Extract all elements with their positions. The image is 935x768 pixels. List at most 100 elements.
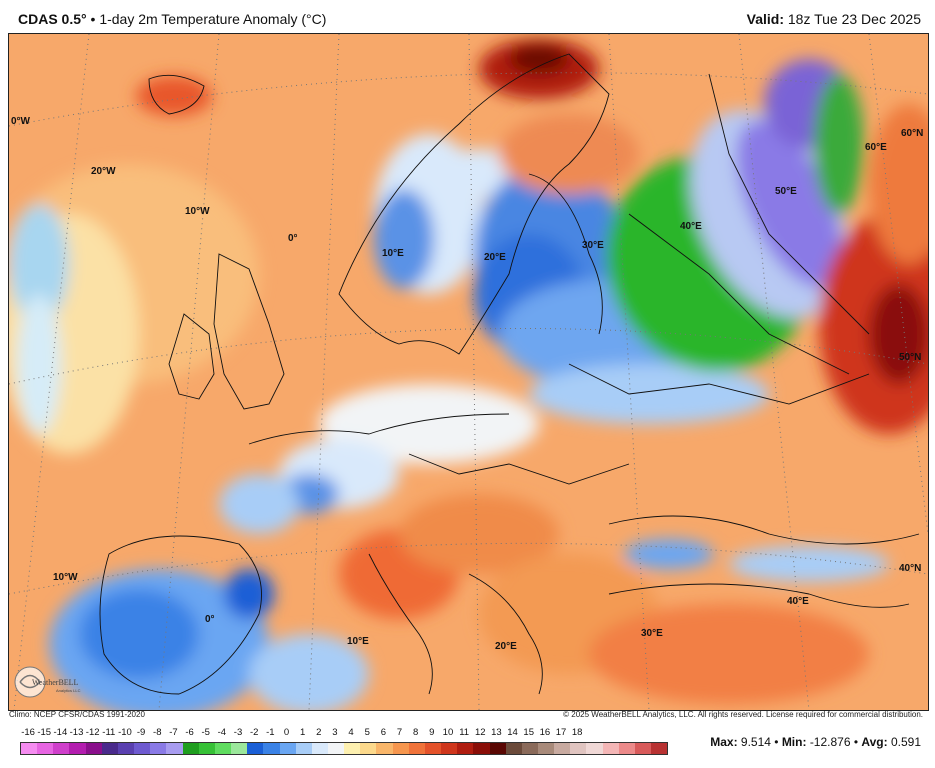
valid-time: Valid: 18z Tue 23 Dec 2025 — [747, 11, 921, 27]
coord-label: 40°E — [787, 596, 809, 607]
anomaly-map[interactable]: 0°W 20°W 10°W 0° 10°E 20°E 30°E 40°E 50°… — [8, 33, 929, 711]
coord-label: 10°W — [53, 572, 78, 583]
copyright-note: © 2025 WeatherBELL Analytics, LLC. All r… — [563, 710, 923, 719]
colorbar-tick-label: 18 — [571, 727, 583, 738]
colorbar-tick-label: -13 — [69, 727, 84, 738]
coord-label: 30°E — [641, 628, 663, 639]
product-name: 1-day 2m Temperature Anomaly (°C) — [99, 11, 327, 27]
colorbar-swatch — [441, 743, 458, 754]
colorbar-swatch — [618, 743, 635, 754]
colorbar-tick-label: 3 — [332, 727, 338, 738]
colorbar-swatch — [69, 743, 86, 754]
colorbar-swatch — [198, 743, 215, 754]
colorbar-swatch — [182, 743, 199, 754]
header-bar: CDAS 0.5° • 1-day 2m Temperature Anomaly… — [0, 0, 935, 32]
coord-label: 50°E — [775, 186, 797, 197]
coord-label: 20°W — [91, 166, 116, 177]
coord-label: 40°N — [899, 563, 921, 574]
colorbar-tick-label: -5 — [201, 727, 210, 738]
colorbar-swatch — [134, 743, 151, 754]
colorbar-tick-label: -6 — [185, 727, 194, 738]
colorbar-swatch — [602, 743, 619, 754]
colorbar-tick-label: -10 — [118, 727, 132, 738]
colorbar-swatch — [360, 743, 377, 754]
model-name: CDAS 0.5° — [18, 11, 87, 27]
max-label: Max: — [710, 735, 738, 749]
colorbar-tick-label: 0 — [283, 727, 290, 738]
coastlines — [99, 53, 920, 695]
avg-value: 0.591 — [890, 735, 921, 749]
colorbar-swatch — [327, 743, 345, 754]
colorbar-swatch — [570, 743, 587, 754]
climo-note: Climo: NCEP CFSR/CDAS 1991-2020 — [9, 710, 145, 719]
valid-label: Valid: — [746, 11, 784, 27]
colorbar-swatch — [295, 743, 312, 754]
colorbar-swatch — [231, 743, 248, 754]
map-canvas: 0°W 20°W 10°W 0° 10°E 20°E 30°E 40°E 50°… — [9, 34, 928, 710]
colorbar-tick-label: -8 — [153, 727, 162, 738]
valid-time-value: 18z Tue 23 Dec 2025 — [787, 11, 921, 27]
coord-label: 10°E — [382, 248, 404, 259]
coord-label: 20°E — [484, 252, 506, 263]
colorbar-swatch — [554, 743, 571, 754]
anomaly-field — [9, 39, 928, 710]
stats-separator: • — [850, 735, 862, 749]
colorbar-swatch — [489, 743, 506, 754]
colorbar-swatch — [634, 743, 652, 754]
colorbar-tick-label: -1 — [266, 727, 275, 738]
coord-label: 0°W — [11, 116, 31, 127]
colorbar-tick-label: 12 — [474, 727, 486, 738]
colorbar-swatch — [586, 743, 603, 754]
coord-label: 10°E — [347, 636, 369, 647]
colorbar-swatch — [37, 743, 54, 754]
coord-label: 20°E — [495, 641, 517, 652]
colorbar-swatch — [344, 743, 361, 754]
colorbar-swatch — [538, 743, 555, 754]
colorbar-tick-label: -2 — [249, 727, 259, 738]
colorbar-swatch — [166, 743, 183, 754]
colorbar-ticks: -16 -15 -14 -13 -12 -11 -10 -9 -8 -7 -6 -5 -4 -3 -2 -1 0… — [20, 727, 668, 739]
colorbar-tick-label: 14 — [507, 727, 518, 738]
colorbar-swatch — [457, 743, 474, 754]
title-separator: • — [86, 11, 100, 27]
colorbar-swatch — [21, 743, 38, 754]
colorbar-swatch — [376, 743, 393, 754]
colorbar-tick-label: 6 — [380, 727, 387, 738]
coord-label: 30°E — [582, 240, 604, 251]
logo-subtext: Analytics LLC — [56, 688, 81, 693]
stats-separator: • — [770, 735, 782, 749]
colorbar-tick-label: 7 — [396, 727, 403, 738]
colorbar-swatch — [150, 743, 167, 754]
colorbar-tick-label: 4 — [348, 727, 354, 738]
map-title: CDAS 0.5° • 1-day 2m Temperature Anomaly… — [18, 11, 326, 27]
coord-label: 0° — [288, 233, 298, 244]
max-value: 9.514 — [740, 735, 771, 749]
colorbar-tick-label: 10 — [442, 727, 454, 738]
min-label: Min: — [781, 735, 807, 749]
colorbar-swatch — [424, 743, 442, 754]
colorbar — [20, 742, 668, 755]
coord-label: 50°N — [899, 352, 921, 363]
colorbar-tick-label: -9 — [136, 727, 146, 738]
colorbar-tick-label: 1 — [299, 727, 306, 738]
colorbar-tick-label: 16 — [539, 727, 551, 738]
colorbar-tick-label: -16 — [21, 727, 35, 738]
colorbar-tick-label: 5 — [364, 727, 370, 738]
colorbar-tick-label: -11 — [102, 727, 116, 738]
colorbar-swatch — [53, 743, 70, 754]
coord-label: 60°E — [865, 142, 887, 153]
colorbar-tick-label: 13 — [491, 727, 502, 738]
avg-label: Avg: — [861, 735, 888, 749]
colorbar-tick-label: -4 — [217, 727, 227, 738]
colorbar-swatch — [392, 743, 409, 754]
colorbar-swatch — [473, 743, 490, 754]
colorbar-tick-label: 11 — [459, 727, 470, 738]
colorbar-tick-label: -14 — [53, 727, 68, 738]
colorbar-swatch — [214, 743, 232, 754]
weatherbell-logo: WeatherBELL Analytics LLC — [12, 663, 94, 701]
colorbar-swatch — [651, 743, 668, 754]
colorbar-tick-label: -12 — [85, 727, 100, 738]
colorbar-swatch — [311, 743, 328, 754]
min-value: -12.876 — [809, 735, 851, 749]
colorbar-tick-label: 9 — [429, 727, 435, 738]
